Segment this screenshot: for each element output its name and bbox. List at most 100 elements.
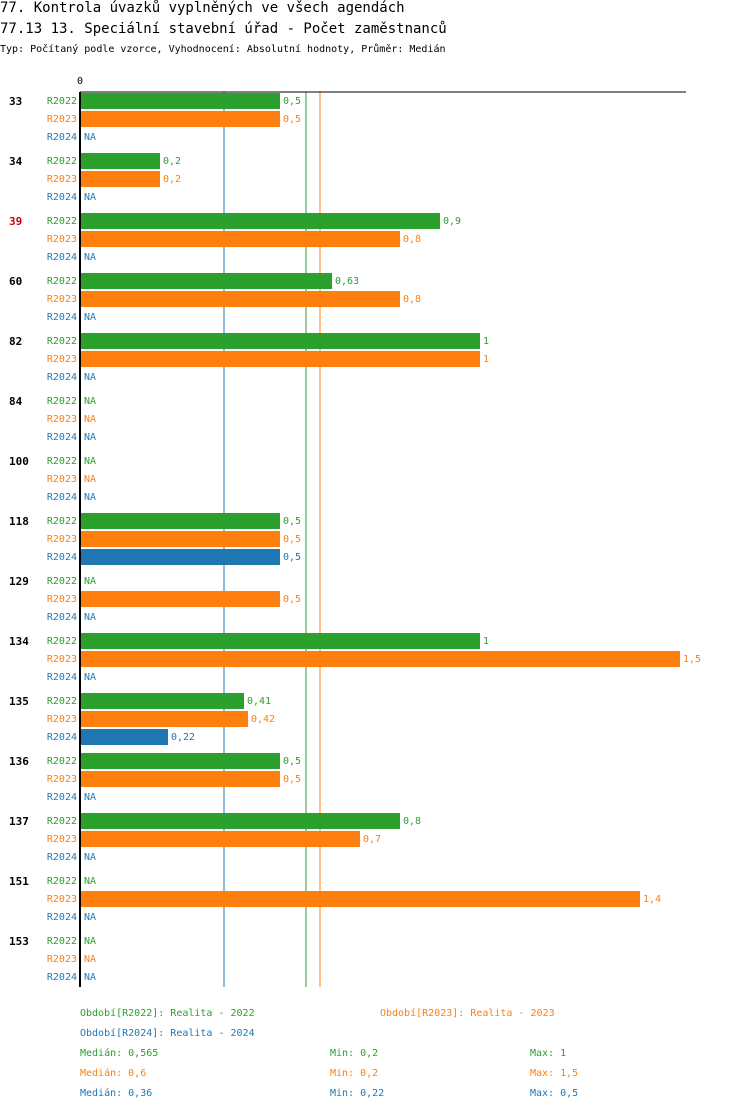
value-label: 0,2 [163,156,181,167]
value-label: 0,8 [403,234,421,245]
series-label: R2022 [47,936,77,947]
category-label: 82 [9,335,22,348]
category-label: 100 [9,455,29,468]
na-label: NA [84,576,96,587]
category-label: 60 [9,275,22,288]
value-label: 0,5 [283,96,301,107]
category-label: 118 [9,515,29,528]
bar-r2023 [80,591,280,607]
na-label: NA [84,432,96,443]
series-label: R2022 [47,756,77,767]
na-label: NA [84,474,96,485]
na-label: NA [84,396,96,407]
series-label: R2022 [47,576,77,587]
series-label: R2022 [47,876,77,887]
series-label: R2022 [47,276,77,287]
series-label: R2024 [47,612,77,623]
na-label: NA [84,792,96,803]
series-label: R2024 [47,792,77,803]
series-label: R2023 [47,774,77,785]
series-label: R2022 [47,96,77,107]
category-label: 84 [9,395,23,408]
stat-max-2024: Max: 0,5 [530,1088,579,1099]
series-label: R2023 [47,294,77,305]
bar-r2024 [80,549,280,565]
series-label: R2024 [47,192,77,203]
na-label: NA [84,612,96,623]
bar-r2023 [80,531,280,547]
series-label: R2024 [47,972,77,983]
value-label: 0,5 [283,114,301,125]
na-label: NA [84,936,96,947]
value-label: 0,7 [363,834,381,845]
category-label: 34 [9,155,23,168]
na-label: NA [84,492,96,503]
bar-r2022 [80,93,280,109]
na-label: NA [84,192,96,203]
bar-r2022 [80,693,244,709]
series-label: R2022 [47,636,77,647]
stat-max-2022: Max: 1 [530,1048,567,1059]
legend-period-2022: Období[R2022]: Realita - 2022 [80,1008,255,1019]
bar-r2023 [80,711,248,727]
bar-r2023 [80,771,280,787]
bar-r2023 [80,651,680,667]
series-label: R2022 [47,396,77,407]
value-label: 0,2 [163,174,181,185]
category-label: 137 [9,815,29,828]
bar-chart: 0 33 R2022 0,5 R2023 0,5 R2024 NA 34 R2022 0,2 R202… [9,76,701,987]
na-label: NA [84,312,96,323]
value-label: 0,5 [283,552,301,563]
stat-median-2023: Medián: 0,6 [80,1068,147,1079]
bar-r2023 [80,231,400,247]
category-label: 151 [9,875,29,888]
series-label: R2023 [47,894,77,905]
na-label: NA [84,456,96,467]
value-label: 0,5 [283,594,301,605]
x-tick-label: 0 [77,76,83,87]
value-label: 0,5 [283,774,301,785]
bar-r2023 [80,111,280,127]
na-label: NA [84,912,96,923]
na-label: NA [84,876,96,887]
bar-r2022 [80,213,440,229]
series-label: R2024 [47,252,77,263]
stat-min-2024: Min: 0,22 [330,1088,385,1099]
bar-r2022 [80,813,400,829]
series-label: R2023 [47,414,77,425]
series-label: R2023 [47,954,77,965]
series-label: R2022 [47,336,77,347]
value-label: 1 [483,354,489,365]
series-label: R2023 [47,654,77,665]
series-label: R2024 [47,852,77,863]
stat-max-2023: Max: 1,5 [530,1068,579,1079]
series-label: R2024 [47,312,77,323]
series-label: R2024 [47,132,77,143]
bar-r2022 [80,333,480,349]
series-label: R2023 [47,114,77,125]
value-label: 1,5 [683,654,701,665]
na-label: NA [84,414,96,425]
stat-min-2022: Min: 0,2 [330,1048,379,1059]
bar-r2023 [80,171,160,187]
value-label: 0,42 [251,714,275,725]
bar-r2022 [80,633,480,649]
value-label: 0,63 [335,276,359,287]
chart-title-line2: 77.13 13. Speciální stavební úřad - Poče… [0,21,447,37]
series-label: R2024 [47,552,77,563]
category-label: 136 [9,755,29,768]
category-label: 129 [9,575,29,588]
stat-min-2023: Min: 0,2 [330,1068,379,1079]
value-label: 0,41 [247,696,271,707]
value-label: 0,5 [283,756,301,767]
na-label: NA [84,132,96,143]
legend-period-2023: Období[R2023]: Realita - 2023 [380,1008,555,1019]
series-label: R2023 [47,534,77,545]
category-label: 153 [9,935,29,948]
series-label: R2023 [47,354,77,365]
value-label: 1 [483,636,489,647]
series-label: R2022 [47,816,77,827]
na-label: NA [84,672,96,683]
value-label: 1 [483,336,489,347]
na-label: NA [84,972,96,983]
